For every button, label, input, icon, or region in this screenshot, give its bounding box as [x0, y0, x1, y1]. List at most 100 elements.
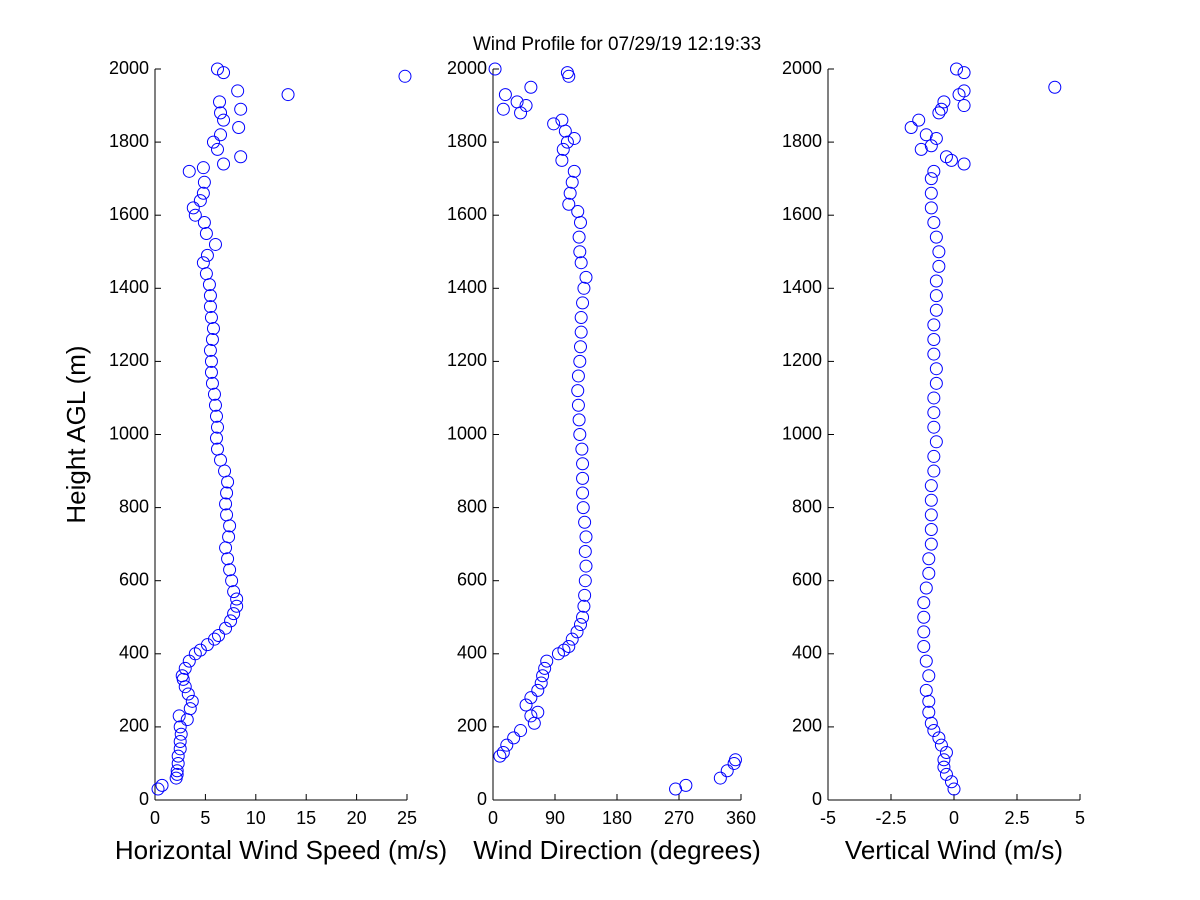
- point: [919, 683, 933, 697]
- point: [932, 106, 946, 120]
- figure-title: Wind Profile for 07/29/19 12:19:33: [473, 34, 761, 55]
- point: [171, 749, 185, 763]
- x-tick-label: 15: [296, 808, 316, 828]
- y-tick-label: 1800: [109, 131, 149, 151]
- point: [197, 216, 211, 230]
- point: [572, 413, 586, 427]
- y-tick-label: 1400: [109, 277, 149, 297]
- point: [210, 420, 224, 434]
- point: [170, 764, 184, 778]
- point: [932, 245, 946, 259]
- y-tick-label: 600: [457, 569, 487, 589]
- point: [571, 205, 585, 219]
- point: [174, 727, 188, 741]
- point: [578, 515, 592, 529]
- point: [223, 519, 237, 533]
- point: [922, 694, 936, 708]
- y-tick-label: 1800: [447, 131, 487, 151]
- y-tick-label: 200: [119, 716, 149, 736]
- point: [182, 164, 196, 178]
- y-tick-label: 600: [119, 569, 149, 589]
- point: [929, 230, 943, 244]
- point: [957, 99, 971, 113]
- x-axis-label: Vertical Wind (m/s): [845, 835, 1063, 865]
- point: [924, 139, 938, 153]
- x-tick-label: 0: [150, 808, 160, 828]
- point: [728, 753, 742, 767]
- point: [934, 102, 948, 116]
- point: [534, 676, 548, 690]
- point: [922, 552, 936, 566]
- point: [196, 256, 210, 270]
- point: [924, 172, 938, 186]
- point: [196, 186, 210, 200]
- y-tick-label: 1600: [782, 204, 822, 224]
- point: [917, 610, 931, 624]
- point: [576, 296, 590, 310]
- point: [574, 256, 588, 270]
- point: [944, 775, 958, 789]
- y-tick-label: 1200: [109, 350, 149, 370]
- point: [937, 95, 951, 109]
- point: [571, 398, 585, 412]
- point: [576, 610, 590, 624]
- point: [556, 142, 570, 156]
- point: [199, 267, 213, 281]
- point: [927, 332, 941, 346]
- x-tick-label: -2.5: [875, 808, 906, 828]
- point: [562, 197, 576, 211]
- point: [957, 84, 971, 98]
- point: [281, 88, 295, 102]
- point: [567, 164, 581, 178]
- point: [206, 322, 220, 336]
- point: [183, 702, 197, 716]
- point: [234, 102, 248, 116]
- point: [576, 471, 590, 485]
- point: [922, 669, 936, 683]
- point: [206, 135, 220, 149]
- y-tick-label: 1200: [782, 350, 822, 370]
- point: [519, 698, 533, 712]
- point: [212, 629, 226, 643]
- y-tick-label: 1600: [447, 204, 487, 224]
- point: [547, 117, 561, 131]
- point: [560, 66, 574, 80]
- point: [578, 544, 592, 558]
- point: [488, 62, 502, 76]
- point: [510, 95, 524, 109]
- point: [578, 588, 592, 602]
- point: [199, 226, 213, 240]
- point: [524, 691, 538, 705]
- x-tick-label: -5: [820, 808, 836, 828]
- point: [181, 687, 195, 701]
- point: [573, 245, 587, 259]
- point: [932, 731, 946, 745]
- point: [210, 62, 224, 76]
- point: [178, 680, 192, 694]
- point: [203, 289, 217, 303]
- point: [498, 88, 512, 102]
- point: [200, 248, 214, 262]
- x-axis-label: Wind Direction (degrees): [473, 835, 761, 865]
- y-tick-label: 0: [812, 789, 822, 809]
- point: [565, 632, 579, 646]
- point: [538, 661, 552, 675]
- point: [937, 760, 951, 774]
- point: [573, 216, 587, 230]
- point: [186, 201, 200, 215]
- point: [957, 66, 971, 80]
- point: [1048, 80, 1062, 94]
- point: [207, 632, 221, 646]
- y-tick-label: 2000: [447, 58, 487, 78]
- point: [496, 102, 510, 116]
- point: [178, 661, 192, 675]
- point: [565, 175, 579, 189]
- point: [232, 120, 246, 134]
- point: [919, 128, 933, 142]
- y-axis-label: Height AGL (m): [61, 345, 91, 523]
- point: [927, 724, 941, 738]
- point: [220, 486, 234, 500]
- y-tick-label: 0: [477, 789, 487, 809]
- point: [932, 259, 946, 273]
- point: [919, 581, 933, 595]
